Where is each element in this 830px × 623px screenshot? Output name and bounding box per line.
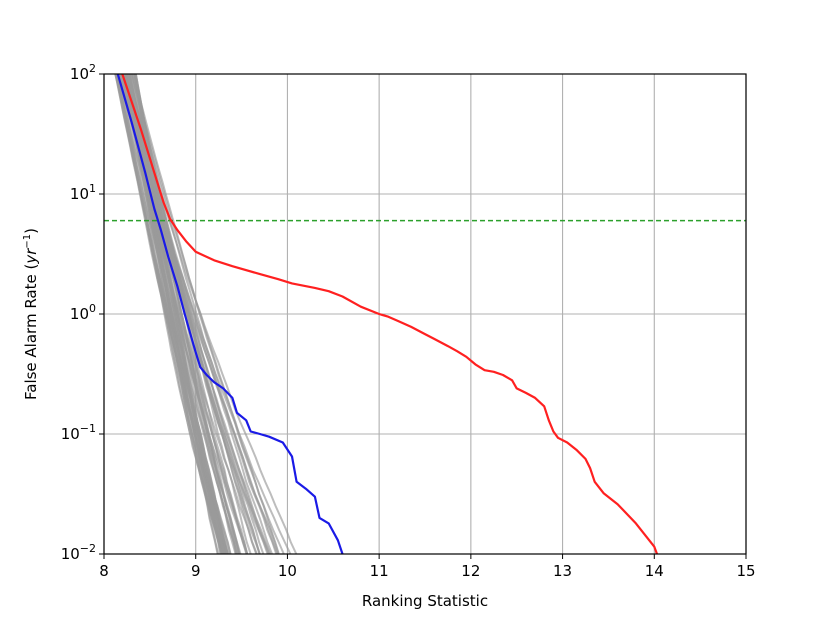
series-line-1 [116,73,344,555]
x-tick-label: 8 [99,562,109,580]
x-tick-label: 15 [736,562,755,580]
x-ticks: 8 9 10 11 12 13 14 15 [99,554,756,580]
x-tick-label: 12 [461,562,480,580]
y-axis-label-exp: −1 [22,234,33,249]
y-ticks: 10−2 10−1 100 101 102 [61,62,104,563]
y-tick-label: 100 [70,302,96,323]
series-group [116,73,659,555]
background-series-line [114,73,258,555]
background-series-line [116,73,222,555]
x-axis-label: Ranking Statistic [362,592,488,610]
series-line-0 [121,73,659,555]
x-tick-label: 11 [370,562,389,580]
background-series-group [114,73,298,555]
x-tick-label: 10 [278,562,297,580]
background-series-line [132,73,280,555]
y-axis-label: False Alarm Rate (yr−1) [22,228,40,400]
y-tick-label: 102 [70,62,96,83]
background-series-line [130,73,279,555]
y-tick-label: 101 [70,182,96,203]
y-axis-label-close: ) [22,228,40,234]
y-tick-label: 10−2 [61,542,96,563]
x-tick-label: 13 [553,562,572,580]
x-tick-label: 9 [191,562,201,580]
y-axis-label-math: yr [22,248,40,265]
y-axis-label-text: False Alarm Rate ( [22,264,40,400]
x-tick-label: 14 [645,562,664,580]
y-tick-label: 10−1 [61,422,96,443]
background-series-line [123,73,261,555]
